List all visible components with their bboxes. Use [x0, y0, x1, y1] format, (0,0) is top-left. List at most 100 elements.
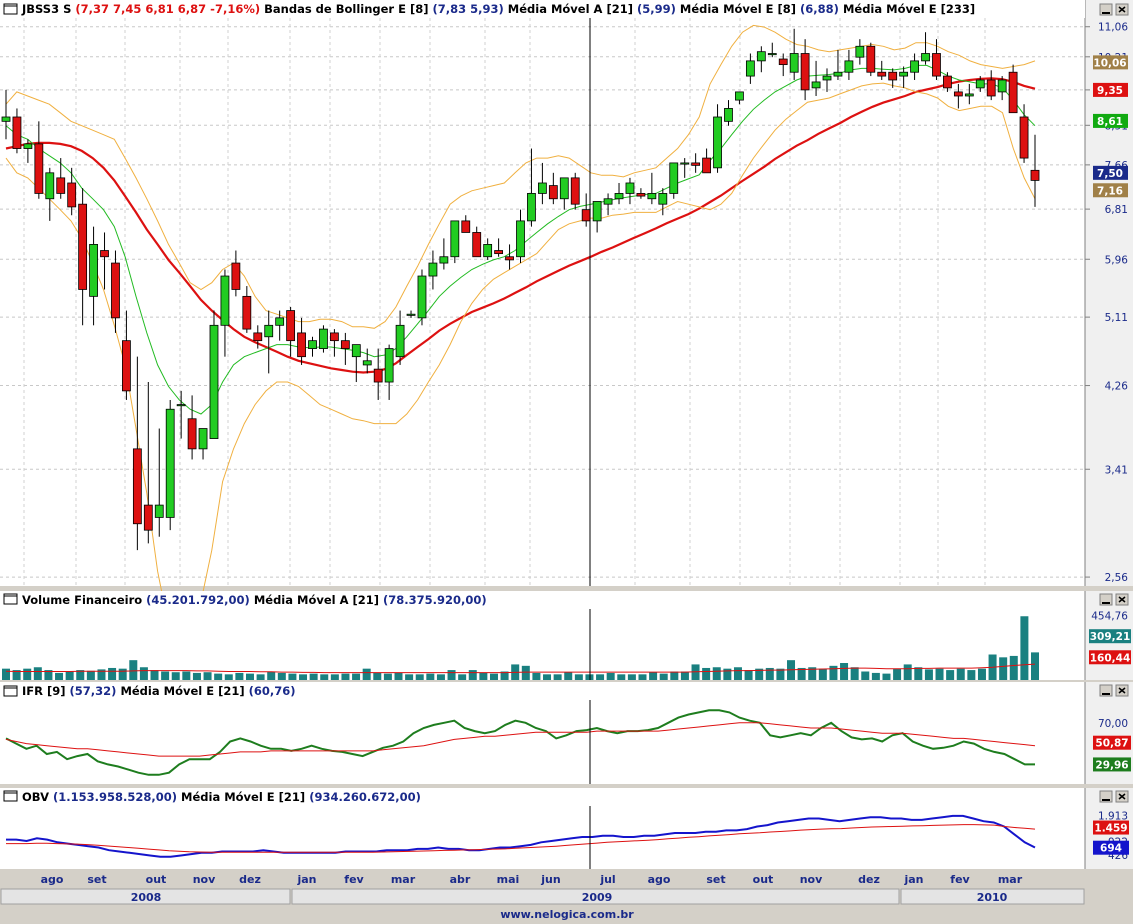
ifr-tag — [1093, 735, 1131, 750]
volume-bar — [447, 670, 456, 680]
volume-bar — [808, 667, 817, 680]
volume-bar — [182, 671, 191, 680]
month-label: set — [706, 873, 725, 886]
obv-line — [6, 824, 1036, 853]
volume-bar — [426, 673, 435, 680]
candle-body — [483, 244, 493, 258]
volume-bar — [161, 671, 170, 680]
year-label: 2009 — [582, 891, 613, 904]
svg-text:JBSS3 S (7,37 7,45 6,8: JBSS3 S (7,37 7,45 6,81 6,87 -7,16%) Ban… — [21, 2, 975, 16]
volume-bar — [352, 673, 361, 680]
volume-bar — [458, 674, 467, 680]
ifr-panel-buttons[interactable] — [1099, 684, 1129, 697]
candle-body — [548, 185, 558, 200]
volume-bar — [108, 667, 117, 680]
candle-body — [417, 275, 427, 319]
price-tag — [1093, 183, 1128, 198]
volume-bar — [543, 674, 552, 680]
candle-body — [351, 344, 361, 358]
volume-bar — [829, 665, 838, 680]
volume-bar — [405, 674, 414, 680]
candle-body — [472, 232, 482, 258]
volume-bar — [935, 668, 944, 680]
volume-bar — [139, 667, 148, 680]
candle-body — [89, 244, 98, 297]
volume-tag-label: 160,44 — [1090, 652, 1131, 664]
volume-panel-buttons[interactable] — [1099, 593, 1129, 606]
candle-body — [198, 428, 208, 450]
volume-bar — [574, 674, 583, 680]
candle-body — [888, 71, 898, 81]
svg-text:OBV (1.153.958.528,00): OBV (1.153.958.528,00) Média Móvel E [21… — [22, 790, 421, 804]
volume-bar — [23, 668, 32, 680]
month-label: abr — [450, 873, 471, 886]
price-tick-label: 5,11 — [1105, 312, 1128, 324]
candle-body — [844, 60, 854, 73]
candle-body — [143, 504, 153, 531]
volume-tag — [1089, 650, 1131, 665]
volume-bar — [797, 667, 806, 680]
candle-body — [67, 182, 77, 208]
month-label: mai — [497, 873, 520, 886]
obv-title: OBV — [22, 790, 49, 804]
candle-body — [811, 81, 821, 89]
ifr-value: (57,32) — [70, 684, 117, 698]
volume-bar — [320, 674, 329, 680]
candle-body — [691, 162, 701, 166]
volume-bar — [1009, 655, 1018, 680]
candle-body — [866, 45, 876, 73]
volume-bar — [415, 674, 424, 680]
candle-body — [910, 60, 919, 73]
ma-e8-value: (6,88) — [800, 2, 839, 16]
candle-body — [767, 53, 777, 56]
month-label: jan — [296, 873, 316, 886]
candle-body — [537, 182, 547, 194]
candle-body — [165, 408, 175, 518]
volume-bar — [638, 674, 647, 680]
candle-body — [100, 250, 109, 258]
volume-bar — [86, 670, 95, 680]
obv-panel-buttons[interactable] — [1099, 790, 1129, 803]
price-series-line — [5, 77, 1036, 374]
obv-tag — [1093, 840, 1129, 855]
candle-body — [308, 340, 317, 349]
candle-body — [12, 116, 22, 149]
volume-ma-label: Média Móvel A [21] — [254, 593, 379, 607]
volume-bar — [362, 668, 371, 680]
price-axis: 11,0610,219,358,517,666,815,965,114,263,… — [1085, 22, 1128, 584]
candle-body — [636, 193, 646, 197]
volume-bar — [373, 672, 382, 680]
candle-body — [680, 162, 690, 165]
volume-bar — [288, 673, 297, 680]
footer-link[interactable]: www.nelogica.com.br — [500, 908, 634, 921]
month-label: mar — [391, 873, 416, 886]
candle-body — [1008, 71, 1018, 114]
bollinger-label: Bandas de Bollinger E [8] — [264, 2, 428, 16]
volume-bar — [436, 674, 445, 680]
volume-bar — [97, 669, 106, 680]
obv-tag-label: 1.459 — [1094, 823, 1127, 835]
volume-bar — [256, 674, 265, 680]
volume-bar — [744, 670, 753, 680]
candles — [1, 28, 1040, 551]
obv-tick-label: 1.913 — [1098, 811, 1128, 823]
candle-body — [111, 262, 120, 319]
bollinger-values: (7,83 5,93) — [433, 2, 504, 16]
price-tag — [1093, 113, 1128, 128]
candle-body — [527, 193, 536, 222]
volume-bar — [924, 669, 933, 680]
month-label: ago — [41, 873, 64, 886]
price-tick-label: 3,41 — [1105, 464, 1128, 476]
volume-bar — [871, 672, 880, 680]
candle-body — [833, 71, 843, 77]
ifr-ma-value: (60,76) — [249, 684, 296, 698]
volume-bar — [818, 668, 827, 680]
ifr-tag-label: 50,87 — [1095, 738, 1128, 750]
month-label: jan — [903, 873, 923, 886]
ma-a21-value: (5,99) — [637, 2, 676, 16]
close-button[interactable] — [1099, 3, 1129, 16]
month-label: nov — [800, 873, 823, 886]
price-tag-label: 8,61 — [1097, 116, 1123, 128]
volume-bar — [670, 671, 679, 680]
